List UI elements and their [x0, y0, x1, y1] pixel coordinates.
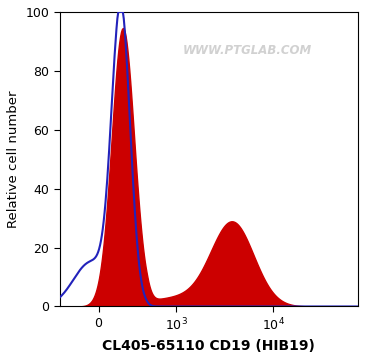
Y-axis label: Relative cell number: Relative cell number [7, 90, 20, 228]
X-axis label: CL405-65110 CD19 (HIB19): CL405-65110 CD19 (HIB19) [103, 339, 315, 353]
Text: WWW.PTGLAB.COM: WWW.PTGLAB.COM [183, 44, 312, 57]
